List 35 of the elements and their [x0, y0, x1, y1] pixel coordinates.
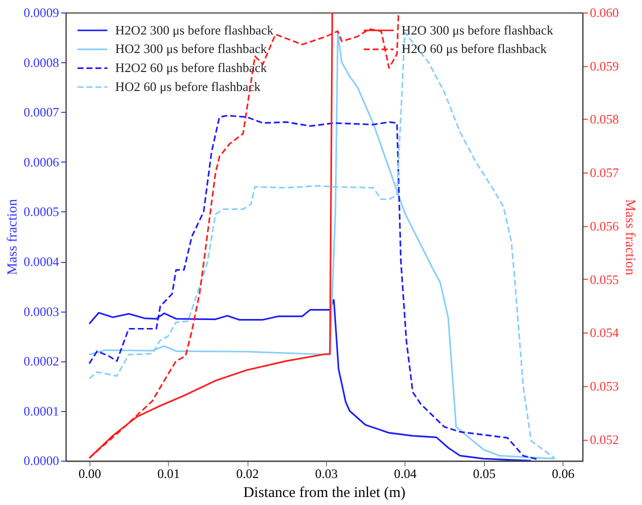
y2-tick-label: 0.059	[590, 58, 619, 74]
x-tick-label: 0.01	[157, 466, 180, 482]
y-tick-label: 0.0005	[24, 204, 60, 220]
x-tick-label: 0.00	[78, 466, 102, 482]
x-tick-label: 0.02	[236, 466, 259, 482]
y-axis-title: Mass fraction	[6, 199, 21, 276]
y-tick-label: 0.0000	[24, 453, 60, 468]
legend-label: HO2 60 μs before flashback	[115, 79, 262, 94]
y2-tick-label: 0.060	[590, 4, 619, 20]
y2-tick-label: 0.054	[590, 325, 620, 340]
y2-tick-label: 0.053	[590, 378, 619, 394]
x-tick-label: 0.03	[315, 466, 338, 482]
y2-tick-label: 0.058	[590, 112, 619, 127]
y-tick-label: 0.0004	[24, 254, 60, 269]
y-tick-label: 0.0001	[24, 403, 60, 418]
legend-label: H2O2 60 μs before flashback	[115, 60, 268, 76]
y2-tick-label: 0.052	[590, 432, 619, 447]
y2-tick-label: 0.055	[590, 272, 619, 287]
legend-label: HO2 300 μs before flashback	[115, 41, 268, 56]
legend-label: H2O2 300 μs before flashback	[115, 22, 274, 38]
x-tick-label: 0.05	[472, 466, 496, 482]
legend-label: H2O 300 μs before flashback	[402, 22, 554, 38]
y-tick-label: 0.0008	[24, 54, 60, 70]
y-tick-label: 0.0009	[24, 4, 60, 20]
legend-label: H2O 60 μs before flashback	[402, 41, 548, 56]
y2-axis-title: Mass fraction	[622, 199, 637, 276]
y2-tick-label: 0.056	[590, 218, 620, 234]
x-axis-title: Distance from the inlet (m)	[243, 484, 406, 501]
y-tick-label: 0.0007	[24, 104, 60, 120]
y-tick-label: 0.0002	[24, 354, 60, 369]
x-tick-label: 0.06	[552, 466, 575, 482]
y2-tick-label: 0.057	[590, 165, 620, 180]
x-tick-label: 0.04	[394, 466, 418, 482]
y-tick-label: 0.0006	[24, 154, 60, 170]
y-tick-label: 0.0003	[24, 304, 60, 319]
